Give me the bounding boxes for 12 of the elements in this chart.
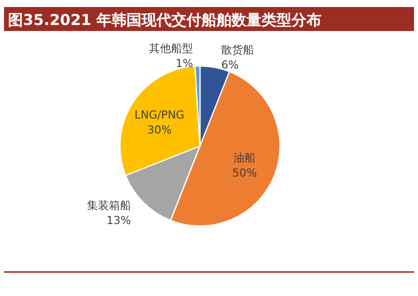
slice-label: 其他船型 xyxy=(149,42,194,56)
data-label: 50% xyxy=(232,166,257,180)
slice-label: 油船 xyxy=(234,152,256,165)
chart-title: 图35.2021 年韩国现代交付船舶数量类型分布 xyxy=(8,11,322,29)
title-banner: 图35.2021 年韩国现代交付船舶数量类型分布 xyxy=(4,7,414,31)
data-label: 13% xyxy=(106,214,131,228)
slice-label: 散货船 xyxy=(221,44,254,57)
slice-label: LNG/PNG xyxy=(134,108,184,122)
slice-label: 集装箱船 xyxy=(86,199,131,212)
data-label: 1% xyxy=(176,57,194,70)
data-label: 30% xyxy=(147,123,172,136)
data-label: 6% xyxy=(221,58,239,72)
